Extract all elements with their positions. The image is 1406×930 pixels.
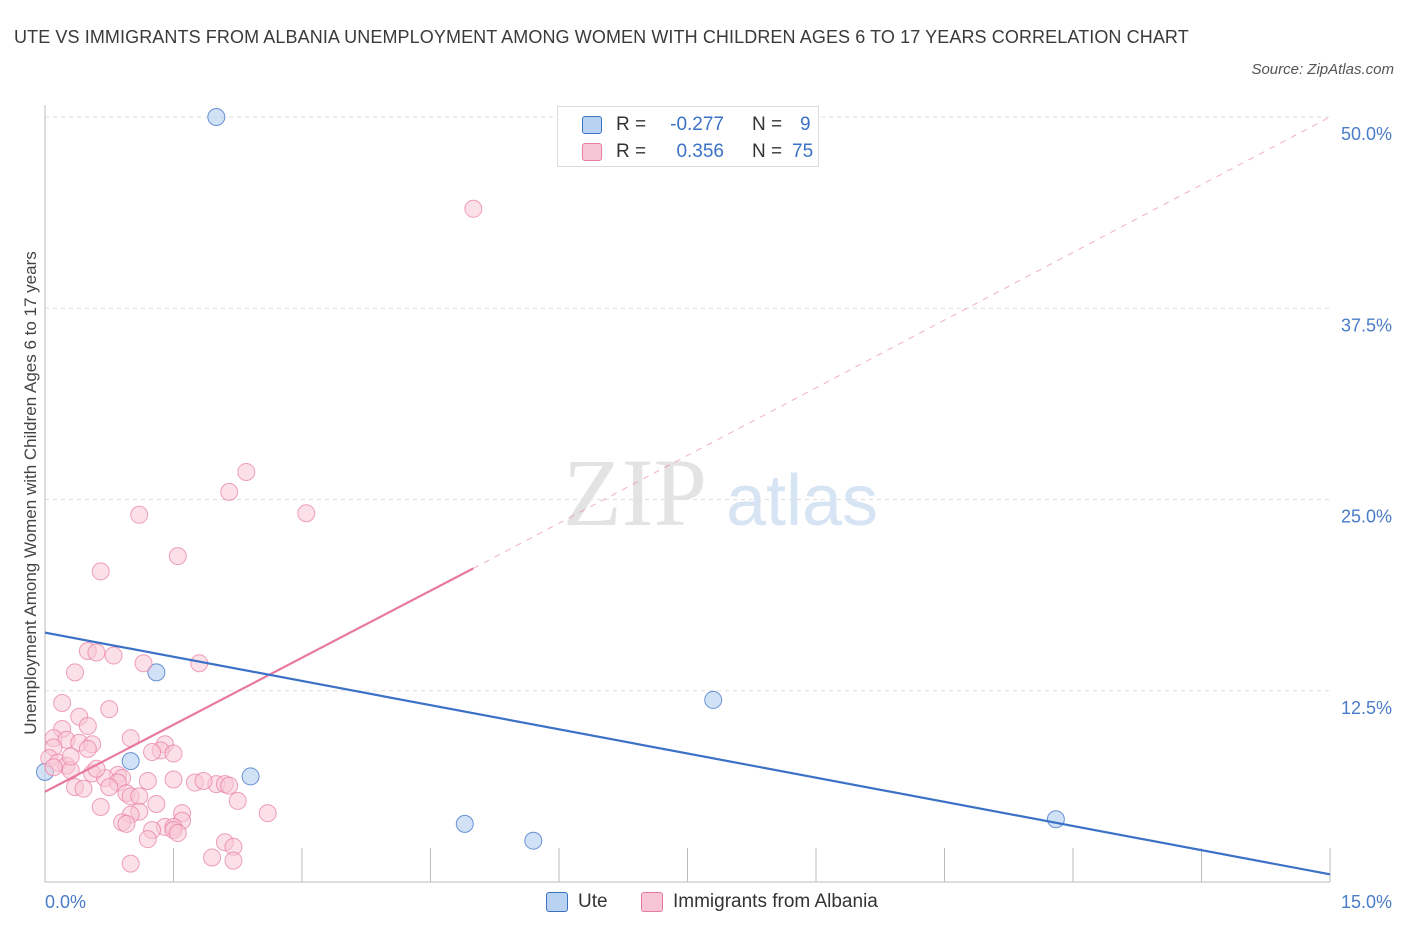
albania-point-70 — [224, 851, 243, 870]
ute-point-6 — [455, 814, 474, 833]
legend-swatch-albania — [582, 143, 602, 161]
albania-point-4 — [130, 505, 149, 524]
legend-r-value-albania: 0.356 — [676, 141, 724, 162]
bottom-legend-swatch-albania — [641, 892, 663, 912]
albania-point-9 — [104, 646, 123, 665]
legend-row-ute: R = -0.277 N = 9 — [582, 112, 811, 138]
albania-trend-line — [44, 567, 474, 793]
bottom-legend-ute: Ute — [546, 889, 608, 915]
albania-trend-extension — [473, 116, 1331, 569]
albania-point-27 — [164, 744, 183, 763]
ute-point-7 — [524, 831, 543, 850]
albania-point-40 — [164, 770, 183, 789]
chart-title: UTE VS IMMIGRANTS FROM ALBANIA UNEMPLOYM… — [14, 27, 1189, 47]
legend-r-value-ute: -0.277 — [670, 114, 724, 135]
series-ute-points — [36, 108, 1065, 850]
albania-point-73 — [194, 772, 213, 791]
watermark: ZIP atlas — [563, 439, 878, 546]
ute-point-8 — [1046, 810, 1065, 829]
albania-point-53 — [91, 798, 110, 817]
legend-n-label: N = — [752, 114, 783, 135]
albania-point-13 — [53, 693, 72, 712]
legend-r-label: R = — [616, 141, 647, 162]
albania-point-69 — [203, 848, 222, 867]
legend-swatch-ute — [582, 116, 602, 134]
albania-point-28 — [143, 742, 162, 761]
watermark-zip: ZIP — [563, 439, 707, 546]
ute-point-5 — [704, 690, 723, 709]
ute-point-2 — [121, 752, 140, 771]
albania-point-3 — [297, 504, 316, 523]
albania-point-52 — [228, 791, 247, 810]
tick-labels: 12.5% 25.0% 37.5% 50.0% 0.0% 15.0% — [45, 124, 1392, 912]
albania-point-1 — [237, 462, 256, 481]
legend-n-label: N = — [752, 141, 783, 162]
albania-point-66 — [138, 830, 157, 849]
bottom-legend-label-albania: Immigrants from Albania — [673, 891, 878, 912]
albania-point-16 — [78, 716, 97, 735]
albania-point-5 — [168, 547, 187, 566]
y-tick-label-0: 12.5% — [1341, 698, 1392, 718]
albania-point-65 — [168, 824, 187, 843]
albania-point-8 — [87, 643, 106, 662]
y-axis-label: Unemployment Among Women with Children A… — [21, 251, 40, 735]
albania-point-14 — [100, 700, 119, 719]
y-tick-label-1: 25.0% — [1341, 507, 1392, 527]
albania-point-47 — [100, 778, 119, 797]
albania-point-2 — [220, 482, 239, 501]
albania-point-6 — [91, 562, 110, 581]
bottom-legend-label-ute: Ute — [578, 891, 608, 912]
legend-n-value-albania: 75 — [792, 141, 814, 162]
y-tick-label-3: 50.0% — [1341, 124, 1392, 144]
legend-r-label: R = — [616, 114, 647, 135]
bottom-legend-albania: Immigrants from Albania — [641, 889, 878, 915]
x-tick-label-1: 15.0% — [1341, 892, 1392, 912]
albania-point-23 — [78, 739, 97, 758]
albania-point-32 — [44, 758, 63, 777]
legend-row-albania: R = 0.356 N = 75 — [582, 139, 813, 165]
y-tick-label-2: 37.5% — [1341, 315, 1392, 335]
albania-point-46 — [74, 779, 93, 798]
bottom-legend-swatch-ute — [546, 892, 568, 912]
albania-point-39 — [138, 772, 157, 791]
albania-point-71 — [121, 854, 140, 873]
albania-point-57 — [258, 804, 277, 823]
albania-point-72 — [61, 747, 80, 766]
legend-n-value-ute: 9 — [800, 114, 811, 135]
albania-point-59 — [117, 814, 136, 833]
grid-lines — [45, 116, 1330, 692]
legend: R = -0.277 N = 9 R = 0.356 N = 75 — [557, 106, 819, 167]
ute-point-0 — [207, 108, 226, 126]
albania-point-44 — [220, 776, 239, 795]
albania-point-10 — [134, 654, 153, 673]
trend-lines — [44, 116, 1331, 876]
albania-point-51 — [147, 794, 166, 813]
x-tick-label-0: 0.0% — [45, 892, 86, 912]
ute-point-3 — [241, 767, 260, 786]
ute-point-1 — [147, 663, 166, 682]
source-label: Source: ZipAtlas.com — [1251, 61, 1394, 78]
albania-point-50 — [130, 787, 149, 806]
ute-trend-line — [44, 631, 1331, 876]
series-albania-points — [40, 199, 483, 873]
albania-point-12 — [65, 663, 84, 682]
albania-point-0 — [464, 199, 483, 218]
watermark-atlas: atlas — [726, 461, 878, 541]
